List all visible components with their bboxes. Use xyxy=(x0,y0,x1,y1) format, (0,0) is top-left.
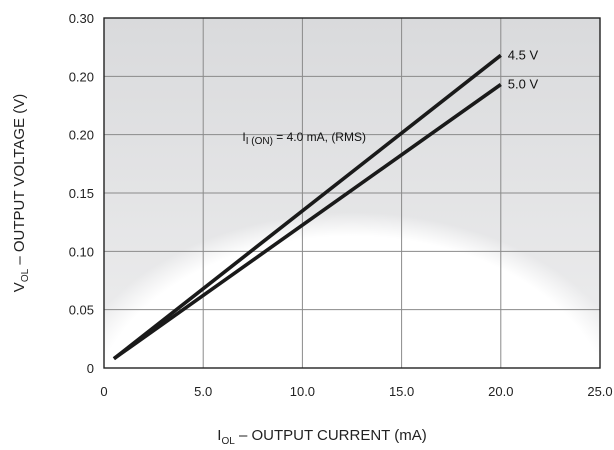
series-lines: 4.5 V 5.0 V II (ON) = 4.0 mA, (RMS) xyxy=(112,47,539,361)
grid-lines xyxy=(104,18,600,368)
x-tick-labels: 0 5.0 10.0 15.0 20.0 25.0 xyxy=(100,384,612,399)
y-tick-label-6: 0.30 xyxy=(69,11,94,26)
y-tick-label-0: 0 xyxy=(87,361,94,376)
y-axis-label: VOL – OUTPUT VOLTAGE (V) xyxy=(11,94,31,292)
y-tick-label-4: 0.20 xyxy=(69,128,94,143)
plot-frame xyxy=(103,17,601,369)
series-label-1: 5.0 V xyxy=(508,77,539,92)
x-tick-label-2: 10.0 xyxy=(290,384,315,399)
y-tick-label-1: 0.05 xyxy=(69,303,94,318)
x-axis-label: IOL – OUTPUT CURRENT (mA) xyxy=(217,427,426,447)
y-tick-label-3: 0.15 xyxy=(69,186,94,201)
y-tick-label-5: 0.20 xyxy=(69,69,94,84)
x-tick-label-3: 15.0 xyxy=(389,384,414,399)
y-tick-label-2: 0.10 xyxy=(69,244,94,259)
y-tick-labels: 0 0.05 0.10 0.15 0.20 0.20 0.30 xyxy=(69,11,94,376)
plot-border xyxy=(103,17,601,369)
x-tick-label-0: 0 xyxy=(100,384,107,399)
series-line-0 xyxy=(112,53,502,361)
axis-labels: IOL – OUTPUT CURRENT (mA) VOL – OUTPUT VO… xyxy=(11,94,427,447)
series-label-0: 4.5 V xyxy=(508,47,539,62)
x-tick-label-1: 5.0 xyxy=(194,384,212,399)
x-tick-label-4: 20.0 xyxy=(488,384,513,399)
annotation-text: II (ON) = 4.0 mA, (RMS) xyxy=(242,130,366,147)
series-line-1 xyxy=(112,83,502,361)
x-tick-label-5: 25.0 xyxy=(587,384,612,399)
